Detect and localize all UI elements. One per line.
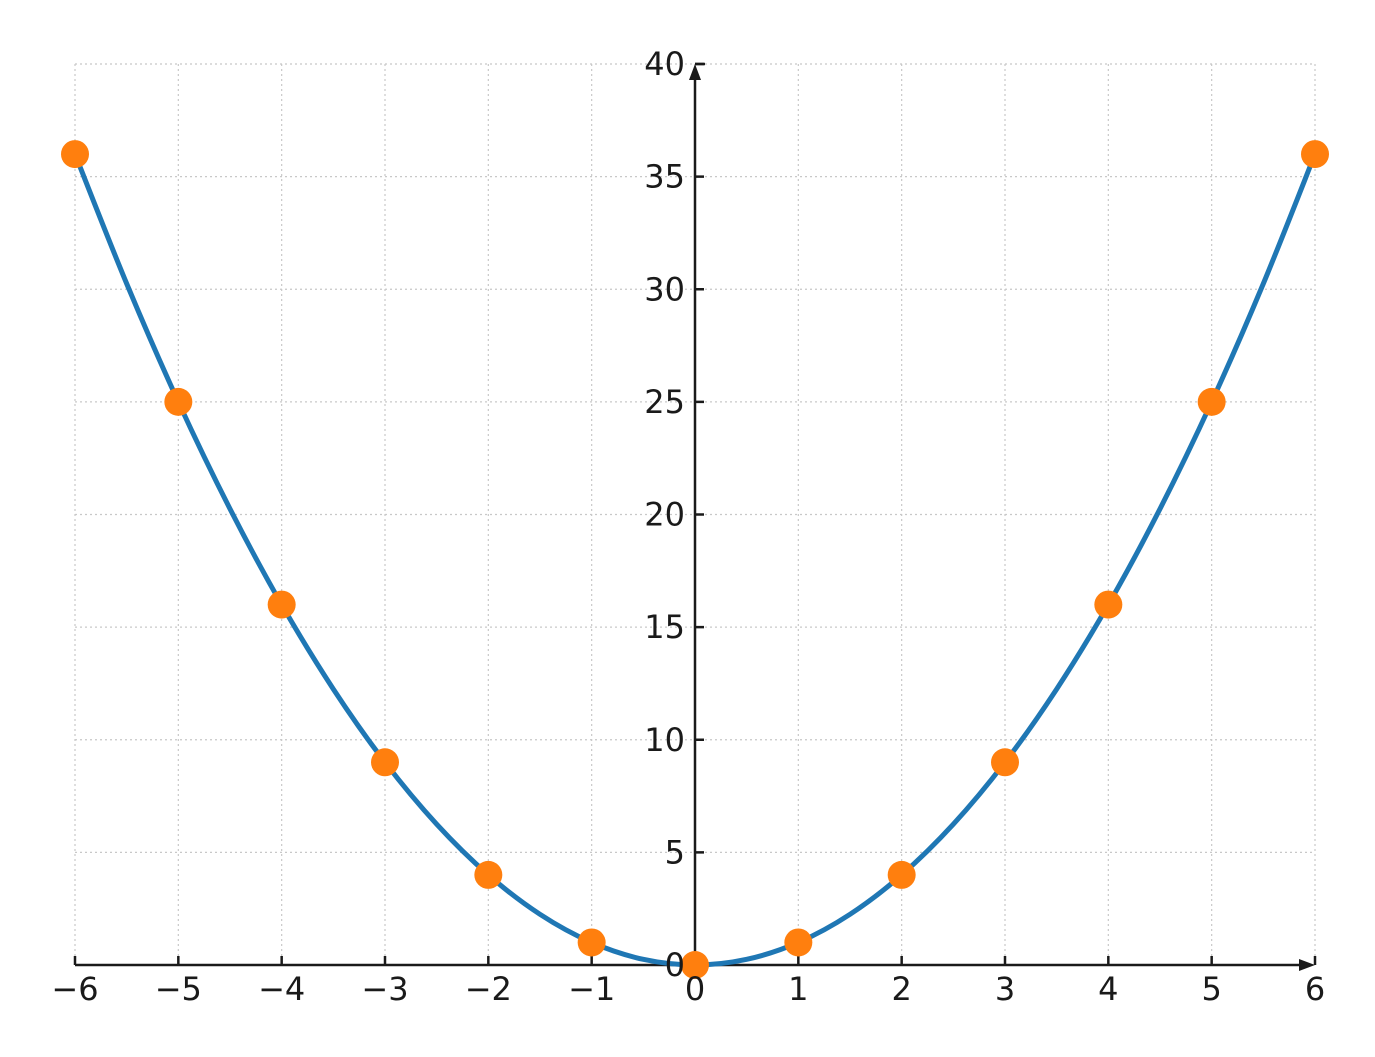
x-tick-label: −2 [465,970,512,1008]
y-tick-label: 15 [644,608,685,646]
x-tick-label: −1 [568,970,615,1008]
x-tick-label: 1 [788,970,808,1008]
x-tick-label: 2 [891,970,911,1008]
y-tick-label: 30 [644,270,685,308]
y-tick-label: 25 [644,383,685,421]
y-tick-label: 20 [644,496,685,534]
data-point [371,748,399,777]
y-axis-arrow-icon [689,64,701,80]
data-point [474,860,503,889]
x-tick-label: −6 [51,970,98,1008]
y-tick-label: 5 [665,833,685,871]
x-tick-label: 4 [1098,970,1118,1008]
y-tick-label: 0 [665,946,685,984]
x-tick-label: 3 [995,970,1015,1008]
axes [73,62,1317,971]
y-tick-label: 10 [644,721,685,759]
data-point [267,590,296,619]
data-point [61,140,89,169]
data-point [887,860,916,889]
x-tick-label: 5 [1201,970,1221,1008]
x-tick-label: −3 [361,970,408,1008]
x-tick-label: −5 [155,970,202,1008]
y-tick-label: 40 [644,45,685,83]
data-point [681,951,709,979]
data-point [784,928,813,957]
data-point [1301,140,1329,169]
x-tick-label: −4 [258,970,305,1008]
x-axis-arrow-icon [1299,959,1315,971]
data-point [164,387,193,416]
data-point [577,928,606,957]
y-tick-label: 35 [644,158,685,196]
data-point [1197,387,1226,416]
data-point [991,748,1019,777]
data-points [61,140,1329,979]
x-tick-label: 0 [685,970,705,1008]
tick-labels: −6 −5 −4 −3 −2 −1 0 1 2 3 4 5 6 0 5 10 15 20 25 30 35 40 [51,45,1325,1008]
data-point [1094,590,1123,619]
x-tick-label: 6 [1305,970,1325,1008]
